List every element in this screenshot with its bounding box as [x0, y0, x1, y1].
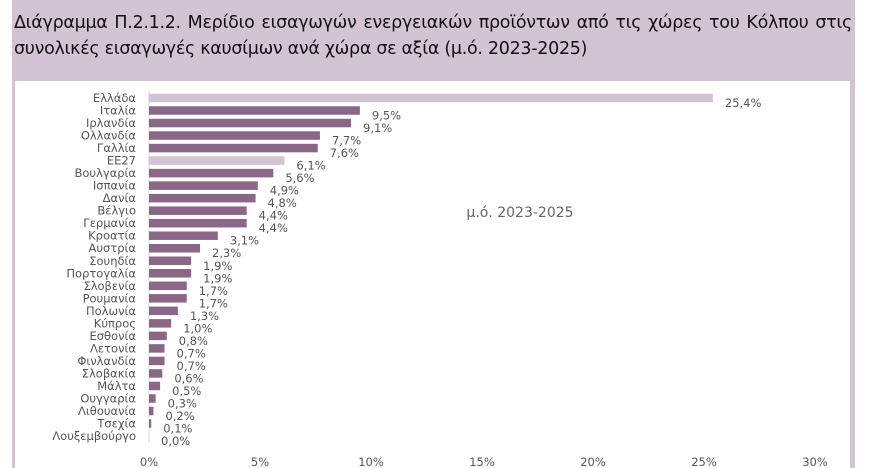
category-label: Γερμανία — [83, 216, 136, 230]
data-label: 0,7% — [177, 359, 206, 373]
data-label: 0,5% — [172, 384, 201, 398]
bar — [149, 281, 187, 291]
data-label: 7,6% — [330, 146, 359, 160]
x-tick-label: 5% — [251, 455, 269, 468]
bar — [149, 156, 285, 165]
bar — [149, 356, 165, 366]
bar — [149, 231, 218, 240]
bar — [149, 394, 156, 403]
data-label: 25,4% — [725, 96, 762, 110]
x-tick-label: 10% — [358, 455, 384, 468]
bar — [149, 369, 163, 378]
bar — [149, 256, 192, 266]
data-label: 4,8% — [268, 196, 297, 210]
category-label: Ιρλανδία — [86, 116, 136, 130]
data-label: 0,6% — [174, 371, 203, 385]
data-label: 9,1% — [363, 121, 392, 135]
category-label: Τσεχία — [96, 417, 136, 431]
bar — [149, 93, 713, 103]
bar — [149, 168, 274, 178]
category-label: Ρουμανία — [83, 291, 137, 305]
bar — [149, 344, 165, 353]
category-label: Δανία — [103, 191, 137, 205]
category-label: Ολλανδία — [81, 129, 137, 143]
x-tick-label: 20% — [580, 455, 606, 468]
bar — [149, 206, 247, 215]
category-label: Ιταλία — [100, 104, 137, 118]
category-label: Κύπρος — [94, 316, 136, 330]
data-label: 0,7% — [177, 346, 206, 360]
bar — [149, 193, 256, 203]
category-label: Ισπανία — [93, 179, 136, 193]
x-tick-label: 25% — [691, 455, 717, 468]
data-label: 4,4% — [259, 221, 288, 235]
bar — [149, 294, 187, 303]
data-label: 1,3% — [190, 309, 219, 323]
category-label: Λιθουανία — [78, 404, 136, 418]
bar — [149, 306, 178, 316]
bar — [149, 106, 360, 115]
bar — [149, 319, 172, 328]
data-label: 1,9% — [203, 259, 232, 273]
chart-annotation: μ.ό. 2023-2025 — [466, 205, 573, 221]
category-label: Πορτογαλία — [66, 266, 136, 280]
bar — [149, 118, 352, 128]
category-label: Ουγγαρία — [80, 391, 136, 405]
data-label: 1,7% — [199, 284, 228, 298]
category-label: Σλοβακία — [82, 366, 137, 380]
data-label: 7,7% — [332, 134, 361, 148]
bar — [149, 243, 201, 253]
category-label: Γαλλία — [97, 141, 136, 155]
category-label: Βέλγιο — [97, 204, 136, 218]
category-label: Σλοβενία — [83, 279, 136, 293]
data-label: 1,9% — [203, 271, 232, 285]
data-label: 0,3% — [168, 396, 197, 410]
data-label: 9,5% — [372, 109, 401, 123]
data-label: 3,1% — [230, 234, 259, 248]
data-label: 0,2% — [165, 409, 194, 423]
data-label: 0,1% — [163, 422, 192, 436]
data-label: 0,0% — [161, 434, 190, 448]
category-label: Φινλανδία — [77, 354, 136, 368]
data-label: 1,0% — [183, 321, 212, 335]
data-label: 1,7% — [199, 296, 228, 310]
bar — [149, 181, 258, 190]
bar — [149, 131, 320, 140]
category-label: Λετονία — [90, 341, 136, 355]
category-label: Μάλτα — [97, 379, 136, 393]
bar — [149, 269, 192, 278]
category-label: Αυστρία — [88, 241, 136, 255]
x-tick-label: 15% — [469, 455, 495, 468]
category-label: Λουξεμβούργο — [52, 429, 136, 443]
bar — [149, 406, 154, 416]
category-label: ΕΕ27 — [107, 154, 136, 168]
category-label: Κροατία — [88, 229, 136, 243]
bar — [149, 143, 318, 153]
data-label: 2,3% — [212, 246, 241, 260]
bar — [149, 331, 167, 341]
bar — [149, 419, 152, 428]
category-label: Ελλάδα — [93, 91, 136, 105]
data-label: 5,6% — [285, 171, 314, 185]
category-label: Πολωνία — [86, 304, 136, 318]
bar — [149, 218, 247, 228]
data-label: 4,9% — [270, 184, 299, 198]
x-tick-label: 30% — [802, 455, 828, 468]
chart-title: Διάγραμμα Π.2.1.2. Μερίδιο εισαγωγών ενε… — [14, 13, 852, 59]
data-label: 4,4% — [259, 209, 288, 223]
data-label: 6,1% — [296, 159, 325, 173]
x-tick-label: 0% — [140, 455, 158, 468]
bar — [149, 381, 161, 391]
category-label: Σουηδία — [89, 254, 136, 268]
category-label: Εσθονία — [89, 329, 136, 343]
data-label: 0,8% — [179, 334, 208, 348]
category-label: Βουλγαρία — [74, 166, 136, 180]
